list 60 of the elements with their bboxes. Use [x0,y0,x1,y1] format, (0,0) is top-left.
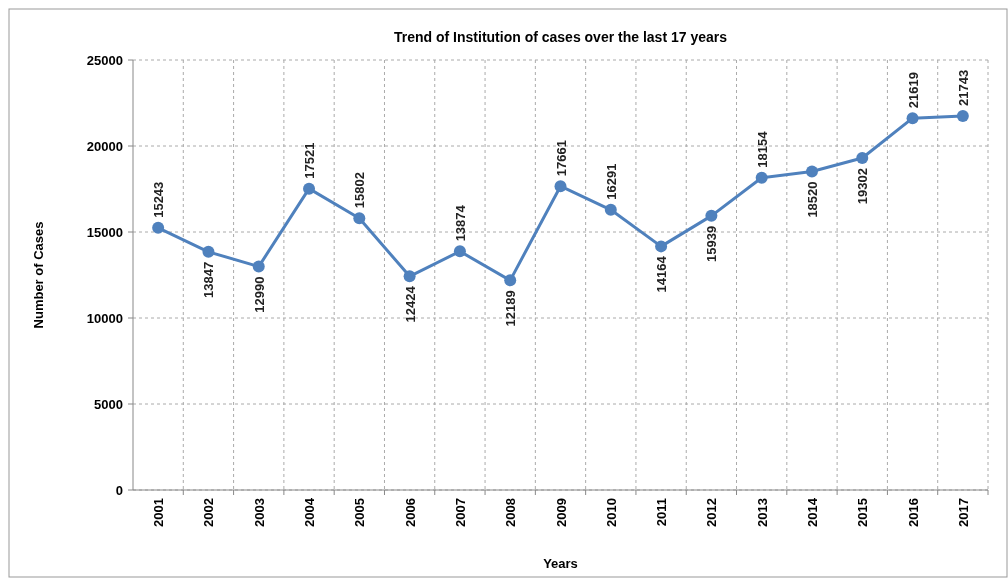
data-label: 21743 [955,69,971,107]
x-tick-label: 2008 [503,498,519,527]
data-label: 16291 [603,163,619,200]
x-tick-label: 2001 [151,498,167,527]
data-label: 17521 [302,142,318,179]
point [805,165,818,178]
data-label: 18154 [754,130,770,168]
point [202,245,215,258]
data-label: 19302 [855,168,871,205]
x-tick-label: 2013 [754,498,770,527]
x-tick-label: 2003 [251,498,267,527]
point [705,209,718,222]
point [152,221,165,234]
data-label: 12424 [402,285,418,323]
y-tick-label: 25000 [86,52,123,68]
point [504,274,517,287]
x-tick-label: 2012 [704,498,720,527]
y-tick-label: 20000 [86,138,123,154]
point [453,245,466,258]
data-label: 13847 [201,261,217,298]
data-label: 21619 [905,72,921,109]
y-tick-label: 15000 [86,224,123,240]
point [303,182,316,195]
y-axis-title: Number of Cases [31,221,46,329]
x-tick-label: 2014 [804,497,820,527]
data-label: 17661 [553,140,569,177]
x-tick-label: 2005 [352,498,368,527]
x-tick-label: 2015 [855,498,871,527]
data-label: 15939 [704,225,720,263]
data-label: 12990 [251,276,267,313]
point [755,171,768,184]
point [353,212,366,225]
x-tick-label: 2007 [452,498,468,527]
y-tick-label: 10000 [86,310,123,326]
point [906,112,919,125]
data-label: 12189 [503,290,519,327]
x-tick-label: 2006 [402,498,418,527]
x-tick-label: 2009 [553,498,569,527]
point [856,152,869,165]
data-label: 15243 [151,181,167,218]
point [604,203,617,216]
point [956,110,969,123]
x-tick-label: 2017 [955,498,971,527]
y-tick-label: 5000 [94,396,123,412]
point [655,240,668,253]
x-axis-title: Years [543,556,578,571]
point [403,270,416,283]
x-tick-label: 2010 [603,498,619,527]
y-tick-label: 0 [115,482,123,498]
data-label: 15802 [352,172,368,209]
point [252,260,265,273]
point [554,180,567,193]
x-tick-label: 2004 [302,497,318,527]
data-label: 14164 [654,255,670,293]
chart-title: Trend of Institution of cases over the last 17 years [394,29,728,45]
data-label: 13874 [452,204,468,242]
x-tick-label: 2011 [654,498,670,527]
x-tick-label: 2016 [905,498,921,527]
x-tick-label: 2002 [201,498,217,527]
data-label: 18520 [804,181,820,218]
